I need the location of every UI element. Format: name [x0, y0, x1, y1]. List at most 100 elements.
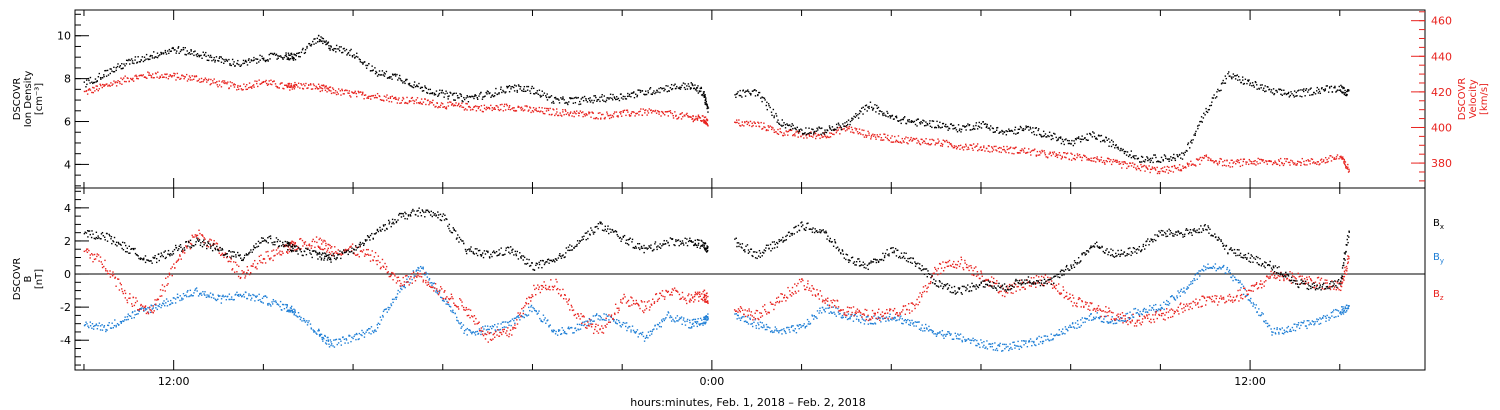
velocity-series-point — [386, 94, 388, 96]
velocity-series-point — [1168, 166, 1170, 169]
velocity-series-point — [672, 117, 675, 119]
density-series-point — [93, 81, 96, 84]
density-series-point — [822, 132, 824, 134]
density-series-point — [1331, 91, 1334, 93]
by-series-point — [334, 339, 337, 341]
velocity-series-point — [866, 134, 868, 137]
velocity-series-point — [920, 138, 922, 140]
by-series-point — [1241, 283, 1243, 285]
density-series-point — [115, 67, 117, 69]
bz-series-point — [121, 288, 123, 290]
density-series-point — [117, 63, 119, 65]
by-series-point — [197, 295, 200, 297]
density-series-point — [1100, 134, 1103, 137]
density-series-point — [495, 87, 497, 90]
by-series-point — [855, 318, 858, 320]
density-series-point — [408, 84, 410, 86]
velocity-axis-title-line: [km/s] — [1479, 83, 1490, 115]
velocity-series-point — [1275, 161, 1277, 164]
density-series-point — [1115, 144, 1117, 146]
density-series-point — [467, 101, 470, 103]
velocity-series-point — [165, 76, 167, 79]
by-series-point — [1214, 263, 1217, 265]
velocity-series-point — [698, 116, 701, 118]
density-series-point — [1304, 95, 1306, 97]
density-series-point — [101, 77, 104, 79]
by-series-point — [319, 334, 321, 337]
velocity-series-point — [372, 94, 374, 97]
velocity-series-point — [1243, 158, 1246, 160]
by-series-point — [134, 310, 136, 312]
velocity-series-point — [522, 110, 525, 112]
density-series-point — [1286, 93, 1288, 95]
velocity-series-point — [1101, 161, 1104, 164]
density-series-point — [864, 105, 867, 107]
velocity-series-point — [1100, 156, 1103, 159]
by-series-point — [749, 317, 751, 319]
density-series-point — [524, 90, 526, 93]
density-series-point — [1087, 139, 1089, 141]
density-series-point — [424, 85, 426, 87]
by-series-point — [215, 299, 218, 302]
density-series-point — [603, 100, 605, 103]
by-series-point — [807, 323, 809, 325]
bz-series-point — [109, 270, 111, 272]
by-series-point — [1009, 348, 1011, 350]
by-series-point — [138, 310, 140, 313]
velocity-series-point — [1051, 151, 1054, 154]
density-series-point — [424, 86, 427, 89]
density-series-point — [462, 100, 464, 103]
velocity-series-point — [797, 132, 800, 134]
density-series-point — [546, 93, 548, 95]
density-series-point — [451, 94, 454, 96]
velocity-series-point — [99, 83, 101, 85]
velocity-series-point — [317, 83, 320, 85]
density-series-point — [872, 107, 875, 110]
density-series-point — [1047, 134, 1049, 137]
by-series-point — [317, 330, 319, 332]
velocity-series-point — [136, 75, 138, 78]
velocity-series-point — [588, 112, 590, 115]
density-series-point — [1206, 111, 1209, 114]
by-series-point — [564, 332, 567, 335]
velocity-series-point — [324, 89, 327, 92]
bz-series-point — [114, 276, 117, 279]
density-series-point — [931, 126, 933, 129]
density-series-point — [201, 57, 203, 60]
velocity-series-point — [276, 86, 279, 89]
velocity-series-point — [1255, 164, 1257, 166]
density-series-point — [1228, 71, 1230, 73]
density-series-point — [316, 37, 319, 40]
density-series-point — [842, 123, 844, 125]
velocity-series-point — [343, 93, 345, 95]
velocity-series-point — [259, 83, 261, 85]
velocity-series-point — [741, 124, 744, 126]
density-series-point — [1302, 90, 1305, 93]
density-series-point — [321, 37, 324, 39]
bz-series-point — [322, 241, 324, 243]
velocity-series-point — [1347, 163, 1349, 166]
by-series-point — [306, 320, 308, 322]
by-series-point — [1079, 326, 1081, 328]
velocity-series-point — [121, 78, 124, 81]
by-series-point — [811, 314, 813, 316]
velocity-series-point — [906, 142, 908, 144]
velocity-series-point — [107, 85, 109, 87]
velocity-series-point — [808, 134, 811, 136]
velocity-series-point — [225, 81, 227, 84]
density-series-point — [597, 98, 600, 101]
by-series-point — [122, 320, 124, 322]
density-series-point — [538, 89, 541, 91]
velocity-series-point — [1296, 164, 1298, 166]
velocity-series-point — [1135, 167, 1137, 169]
by-series-point — [669, 315, 672, 317]
by-series-point — [658, 325, 661, 328]
velocity-series-point — [1103, 161, 1106, 164]
velocity-series-point — [1015, 146, 1017, 148]
velocity-series-point — [642, 108, 644, 110]
density-series-point — [1165, 157, 1167, 160]
by-series-point — [206, 294, 208, 296]
by-series-point — [87, 325, 89, 327]
bz-series-point — [218, 252, 220, 254]
by-series-point — [615, 322, 617, 324]
